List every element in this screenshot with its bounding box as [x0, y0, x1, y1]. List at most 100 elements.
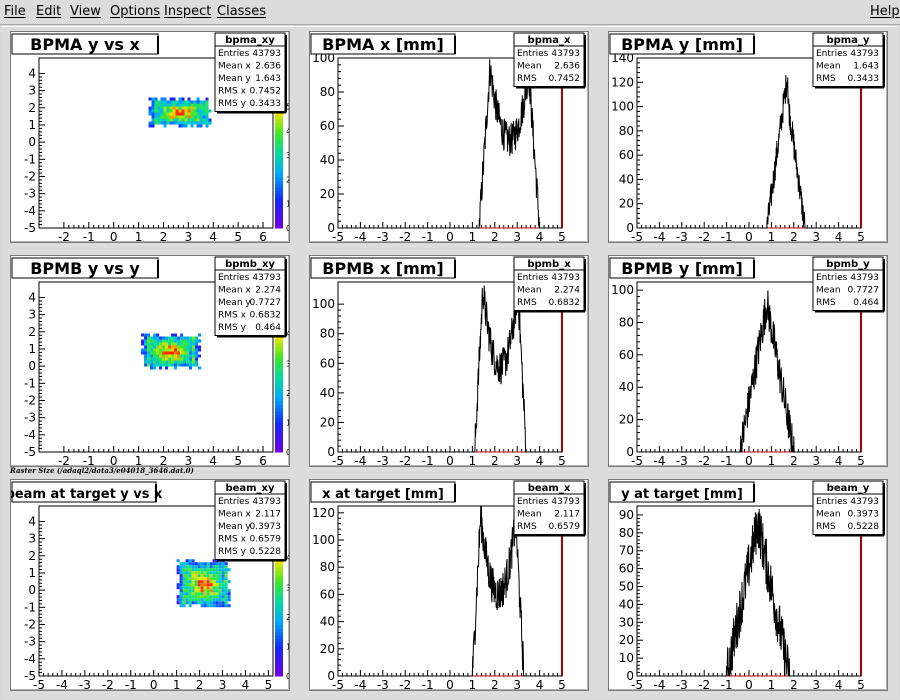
heatmap-cell — [172, 112, 176, 116]
y-tick-label: 0 — [626, 445, 634, 459]
pad-beam-x[interactable]: -5 -4 -3 -2 -1 0 1 2 3 4 5 0 20 40 60 80 100 120 x at targ… — [309, 479, 589, 692]
heatmap-cell — [178, 100, 182, 104]
root-canvas[interactable]: -2-10123456-5-4-3-2-10123401020304050BPM… — [2, 26, 898, 699]
stats-value: 0.3433 — [848, 74, 880, 84]
pad-bpma-y[interactable]: -5 -4 -3 -2 -1 0 1 2 3 4 5 0 20 40 60 80 100 120 140 BPMA y… — [608, 31, 888, 244]
heatmap-cell — [183, 363, 187, 367]
heatmap-cell — [215, 595, 219, 599]
heatmap-cell — [165, 363, 169, 367]
pad-bpmb-x[interactable]: -5 -4 -3 -2 -1 0 1 2 3 4 5 0 20 40 60 80 100 BPMB x [mm] b… — [309, 255, 589, 468]
x-tick-label: 6 — [259, 454, 267, 466]
heatmap-cell — [174, 363, 178, 367]
y-tick-label: -5 — [24, 221, 36, 235]
heatmap-cell — [151, 97, 155, 101]
heatmap-cell — [171, 333, 175, 337]
palette-tick-label: 10 — [286, 418, 289, 427]
palette-cell — [275, 183, 283, 188]
heatmap-cell — [180, 333, 184, 337]
palette-cell — [275, 336, 283, 341]
heatmap-cell — [177, 363, 181, 367]
x-tick-label: -1 — [422, 454, 434, 466]
heatmap-cell — [147, 339, 151, 343]
heatmap-cell — [147, 360, 151, 364]
y-tick-label: 3 — [28, 84, 36, 98]
heatmap-cell — [154, 121, 158, 125]
heatmap-cell — [147, 342, 151, 346]
heatmap-cell — [191, 574, 195, 578]
heatmap-cell — [154, 118, 158, 122]
heatmap-cell — [218, 589, 222, 593]
x-tick-label: -1 — [422, 678, 434, 690]
palette-cell — [275, 143, 283, 147]
pad-bpmb-y[interactable]: -5 -4 -3 -2 -1 0 1 2 3 4 5 0 20 40 60 80 100 BPMB y [mm] b… — [608, 255, 888, 468]
heatmap-cell — [159, 363, 163, 367]
heatmap-cell — [163, 118, 167, 122]
heatmap-cell — [174, 348, 178, 352]
heatmap-cell — [205, 103, 209, 107]
pad-bpma-xy[interactable]: -2-10123456-5-4-3-2-10123401020304050BPM… — [10, 31, 296, 244]
menu-view[interactable]: View — [70, 4, 101, 19]
heatmap-cell — [171, 339, 175, 343]
heatmap-cell — [176, 586, 180, 590]
pad-beam-y[interactable]: -5 -4 -3 -2 -1 0 1 2 3 4 5 0 10 20 30 40 50 60 70 80 90 y at … — [608, 479, 888, 692]
heatmap-cell — [192, 342, 196, 346]
stats-key: Mean — [816, 286, 841, 296]
x-tick-label: 4 — [242, 678, 250, 690]
menu-edit[interactable]: Edit — [36, 4, 62, 19]
stats-key: RMS y — [218, 323, 247, 333]
chart-title: BPMA y [mm] — [621, 35, 743, 54]
heatmap-cell — [200, 565, 204, 569]
heatmap-cell — [150, 348, 154, 352]
palette-cell — [275, 166, 283, 171]
heatmap-cell — [168, 360, 172, 364]
heatmap-cell — [224, 574, 228, 578]
palette-cell — [275, 156, 283, 161]
pad-bpma-x[interactable]: -5 -4 -3 -2 -1 0 1 2 3 4 5 0 20 40 60 80 100 BPMA x [mm] b… — [309, 31, 589, 244]
menu-inspect[interactable]: Inspect — [164, 4, 212, 19]
heatmap-cell — [181, 106, 185, 110]
heatmap-blob — [176, 559, 231, 608]
title-box: BPMB y vs y — [11, 257, 159, 279]
heatmap-cell — [199, 115, 203, 119]
heatmap-cell — [177, 360, 181, 364]
stats-value: 43793 — [252, 273, 281, 283]
stats-value: 0.7727 — [250, 298, 282, 308]
menu-file[interactable]: File — [4, 4, 26, 19]
stats-key: RMS — [517, 298, 537, 308]
menu-help[interactable]: Help — [870, 4, 900, 19]
heatmap-cell — [192, 345, 196, 349]
palette-cell — [275, 659, 283, 663]
heatmap-cell — [176, 598, 180, 602]
heatmap-cell — [185, 562, 189, 566]
palette-cell — [275, 170, 283, 175]
y-tick-label: 4 — [28, 514, 36, 528]
heatmap-cell — [195, 360, 199, 364]
palette-cell — [275, 221, 283, 226]
heatmap-cell — [187, 112, 191, 116]
x-tick-label: 5 — [558, 230, 566, 242]
menu-classes[interactable]: Classes — [217, 4, 266, 19]
pad-bpmb-xy[interactable]: -2-10123456-5-4-3-2-101234010203040BPMB … — [10, 255, 296, 468]
x-tick-label: 2 — [790, 454, 798, 466]
heatmap-cell — [157, 121, 161, 125]
heatmap-cell — [177, 345, 181, 349]
x-tick-label: 4 — [835, 454, 843, 466]
palette-cell — [275, 187, 283, 192]
heatmap-cell — [191, 580, 195, 584]
stats-frame — [513, 256, 585, 311]
stats-box: bpma_x Entries 43793 Mean 2.636 RMS 0.7452 — [513, 32, 586, 89]
heatmap-cell — [147, 363, 151, 367]
palette-cell — [275, 343, 283, 348]
chart-bpmb-xy: -2-10123456-5-4-3-2-101234010203040BPMB … — [11, 256, 296, 468]
menu-options[interactable]: Options — [110, 4, 161, 19]
x-tick-label: 3 — [185, 454, 193, 466]
palette-cell — [275, 597, 283, 602]
palette-cell — [275, 177, 283, 181]
heatmap-cell — [183, 348, 187, 352]
heatmap-cell — [151, 112, 155, 116]
x-tick-label: 2 — [491, 678, 499, 690]
y-tick-label: 40 — [619, 380, 634, 394]
pad-beam-xy[interactable]: -5-4-3-2-1012345-5-4-3-2-101234010203040… — [6, 479, 296, 692]
heatmap-cell — [147, 351, 151, 355]
